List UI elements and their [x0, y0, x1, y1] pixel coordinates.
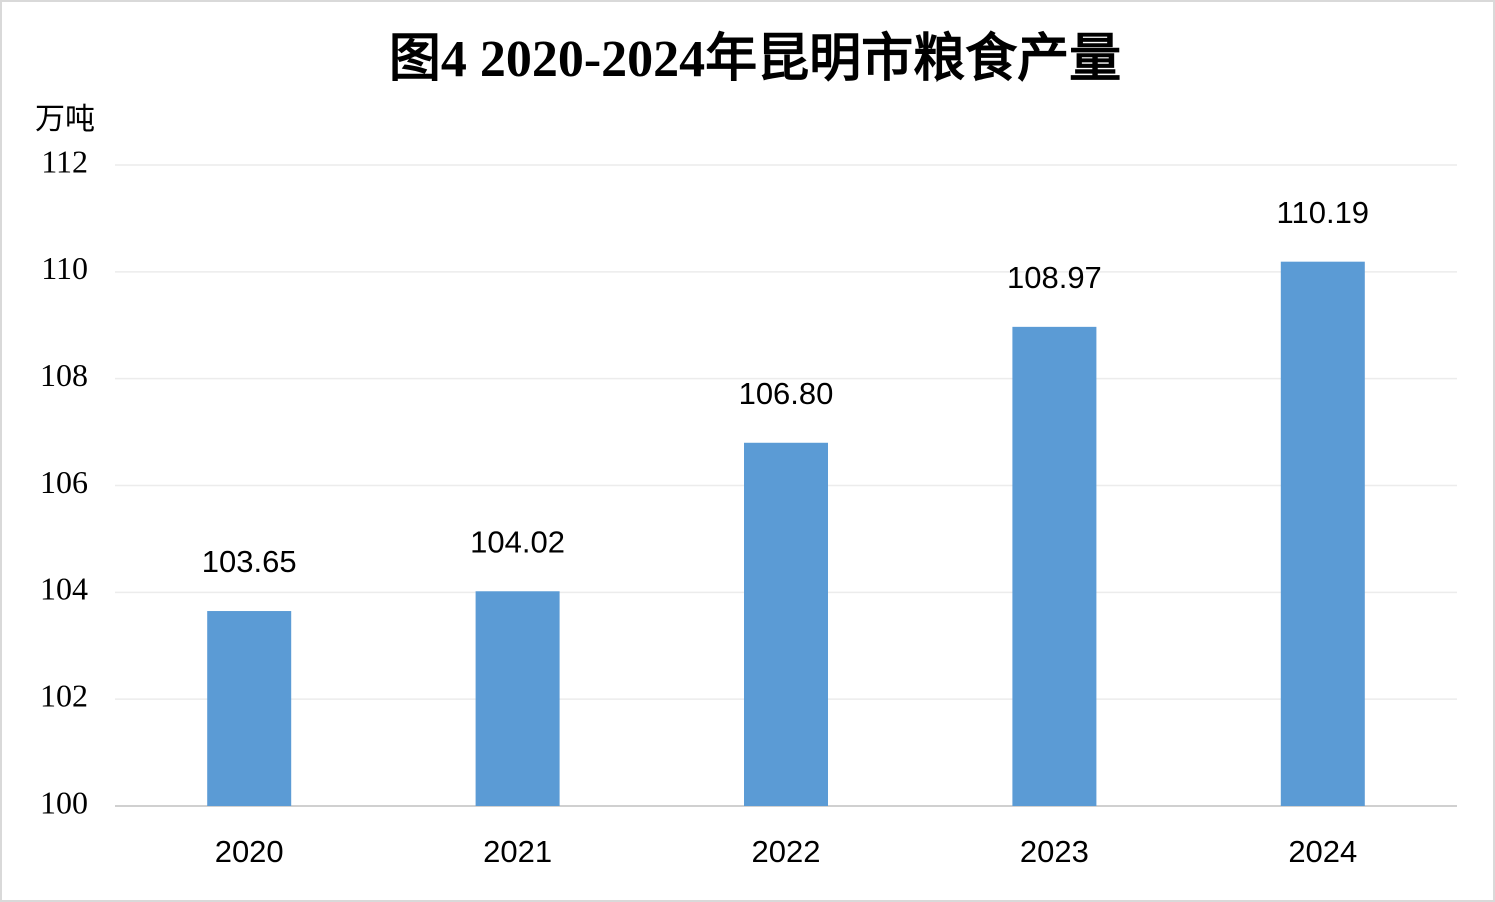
x-tick-label: 2022: [752, 834, 821, 869]
bar: [744, 442, 828, 806]
data-label: 103.65: [202, 544, 297, 579]
x-tick-label: 2021: [483, 834, 552, 869]
y-tick-label: 102: [40, 678, 88, 714]
y-tick-label: 110: [41, 250, 88, 286]
x-tick-label: 2020: [215, 834, 284, 869]
bar: [1012, 326, 1097, 806]
x-tick-label: 2024: [1288, 834, 1357, 869]
y-tick-label: 100: [40, 784, 88, 820]
y-axis-label: 万吨: [35, 103, 95, 136]
bar: [475, 591, 560, 806]
y-tick-label: 108: [40, 357, 88, 393]
data-label: 106.80: [739, 376, 834, 411]
data-label: 110.19: [1277, 195, 1370, 230]
data-label: 104.02: [470, 524, 565, 559]
bar: [1280, 261, 1365, 806]
data-label: 108.97: [1007, 260, 1102, 295]
y-tick-label: 106: [40, 464, 88, 500]
chart-title: 图4 2020-2024年昆明市粮食产量: [389, 30, 1121, 88]
y-tick-label: 112: [41, 143, 88, 179]
bar: [207, 611, 292, 806]
x-tick-label: 2023: [1020, 834, 1089, 869]
y-tick-label: 104: [40, 571, 88, 607]
